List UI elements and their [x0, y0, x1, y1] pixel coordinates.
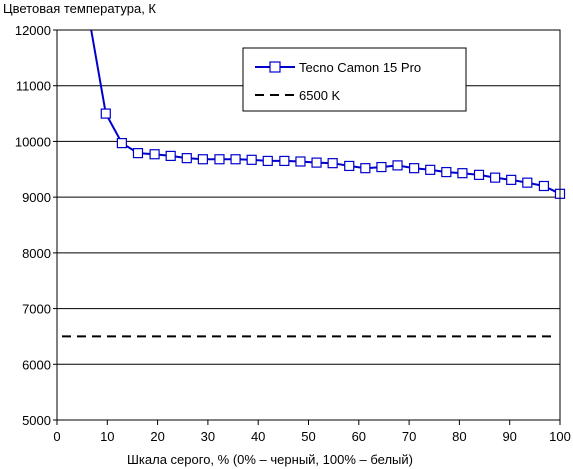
data-point — [214, 154, 225, 165]
x-tick-label: 10 — [100, 429, 114, 444]
y-tick-label: 11000 — [16, 79, 51, 94]
data-point — [490, 172, 501, 183]
data-point — [165, 150, 176, 162]
legend-label-series-2: 6500 K — [299, 88, 341, 103]
x-tick-label: 30 — [201, 429, 215, 444]
legend-box — [242, 47, 467, 112]
data-point — [327, 158, 338, 169]
data-point — [279, 155, 290, 167]
data-point — [409, 163, 420, 174]
y-axis-ticks: 5000 6000 7000 8000 9000 10000 11000 12000 — [15, 23, 57, 428]
data-point — [149, 149, 160, 160]
x-tick-label: 80 — [452, 429, 466, 444]
data-point — [522, 177, 533, 188]
legend: Tecno Camon 15 Pro 6500 K — [242, 47, 467, 112]
data-point — [295, 156, 306, 167]
data-point — [100, 108, 111, 119]
data-point — [197, 154, 208, 165]
y-tick-label: 12000 — [15, 23, 51, 38]
y-tick-label: 6000 — [22, 357, 51, 372]
data-series — [90, 29, 566, 199]
x-tick-label: 60 — [352, 429, 366, 444]
data-point — [181, 153, 192, 164]
x-tick-label: 20 — [150, 429, 164, 444]
data-point — [360, 163, 371, 174]
x-tick-label: 0 — [53, 429, 60, 444]
chart-title: Цветовая температура, К — [3, 1, 156, 16]
x-axis-label: Шкала серого, % (0% – черный, 100% – бел… — [127, 452, 413, 467]
data-point — [262, 155, 273, 167]
data-point — [311, 157, 322, 168]
y-tick-label: 5000 — [22, 413, 51, 428]
data-point — [538, 180, 550, 192]
y-tick-label: 10000 — [15, 134, 51, 149]
gridlines — [57, 85, 560, 365]
legend-label-series-1: Tecno Camon 15 Pro — [299, 60, 421, 75]
data-point — [392, 160, 403, 171]
y-tick-label: 7000 — [22, 302, 51, 317]
x-tick-label: 70 — [402, 429, 416, 444]
x-tick-label: 100 — [549, 429, 571, 444]
legend-marker-series-1 — [269, 61, 281, 73]
data-point — [425, 164, 436, 175]
data-point — [457, 168, 468, 179]
data-point — [230, 154, 241, 165]
y-tick-label: 8000 — [22, 246, 51, 261]
data-point — [246, 154, 257, 165]
y-tick-label: 9000 — [22, 190, 51, 205]
data-point — [473, 169, 485, 180]
data-point — [506, 174, 517, 185]
data-point — [344, 160, 355, 172]
data-point — [376, 161, 387, 173]
data-point — [132, 148, 144, 159]
x-tick-label: 40 — [251, 429, 265, 444]
x-tick-label: 90 — [502, 429, 516, 444]
x-tick-label: 50 — [301, 429, 315, 444]
x-axis-ticks: 0 10 20 30 40 50 60 70 80 90 100 — [53, 420, 571, 444]
data-point — [116, 138, 127, 149]
data-point — [441, 166, 452, 178]
